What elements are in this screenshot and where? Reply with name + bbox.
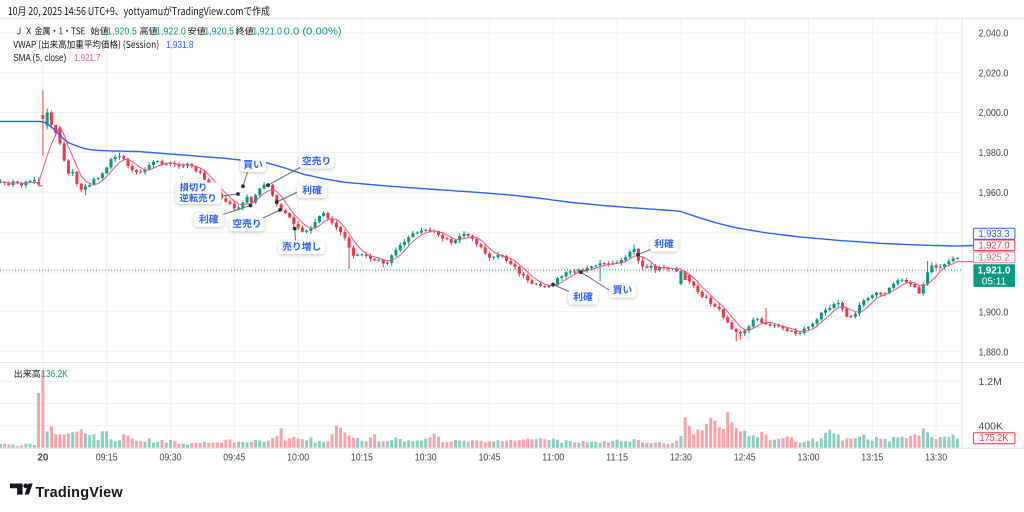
svg-text:1,921.0: 1,921.0 — [252, 26, 282, 37]
svg-text:SMA (5, close): SMA (5, close) — [13, 53, 66, 64]
svg-text:2,020.0: 2,020.0 — [979, 68, 1009, 79]
svg-text:1,980.0: 1,980.0 — [979, 148, 1009, 159]
svg-text:0.0 (0.00%): 0.0 (0.00%) — [284, 26, 342, 37]
svg-text:1,880.0: 1,880.0 — [979, 347, 1009, 358]
svg-text:12:30: 12:30 — [670, 453, 692, 464]
svg-text:2,040.0: 2,040.0 — [979, 29, 1009, 40]
svg-text:10:30: 10:30 — [415, 453, 437, 464]
svg-text:13:30: 13:30 — [925, 453, 947, 464]
svg-text:20: 20 — [37, 453, 48, 464]
svg-text:1,920.5: 1,920.5 — [107, 26, 137, 37]
svg-text:136.2K: 136.2K — [41, 369, 68, 380]
svg-text:2,000.0: 2,000.0 — [979, 108, 1009, 119]
svg-text:1,933.3: 1,933.3 — [979, 229, 1010, 240]
svg-text:1,925.2: 1,925.2 — [979, 253, 1010, 264]
svg-text:05:11: 05:11 — [982, 276, 1007, 287]
svg-text:13:00: 13:00 — [798, 453, 820, 464]
svg-text:1.2M: 1.2M — [979, 376, 1002, 388]
svg-text:175.2K: 175.2K — [980, 433, 1009, 444]
svg-text:400K: 400K — [979, 420, 1004, 432]
svg-text:09:45: 09:45 — [223, 453, 245, 464]
svg-text:09:30: 09:30 — [160, 453, 182, 464]
svg-text:10:15: 10:15 — [351, 453, 373, 464]
svg-text:10:00: 10:00 — [287, 453, 309, 464]
svg-text:13:15: 13:15 — [861, 453, 883, 464]
svg-text:1,900.0: 1,900.0 — [979, 307, 1009, 318]
svg-text:1,920.5: 1,920.5 — [204, 26, 234, 37]
svg-text:1,927.0: 1,927.0 — [979, 240, 1010, 251]
svg-text:1,931.8: 1,931.8 — [166, 40, 194, 51]
svg-text:09:15: 09:15 — [96, 453, 118, 464]
svg-text:1,960.0: 1,960.0 — [979, 188, 1009, 199]
svg-text:10:45: 10:45 — [479, 453, 501, 464]
svg-text:TradingView: TradingView — [36, 485, 124, 501]
svg-text:1,921.7: 1,921.7 — [74, 53, 100, 64]
svg-text:11:00: 11:00 — [542, 453, 565, 464]
svg-text:1,922.0: 1,922.0 — [156, 26, 186, 37]
svg-text:1,921.0: 1,921.0 — [978, 266, 1011, 277]
svg-text:12:45: 12:45 — [734, 453, 756, 464]
svg-text:11:15: 11:15 — [606, 453, 629, 464]
